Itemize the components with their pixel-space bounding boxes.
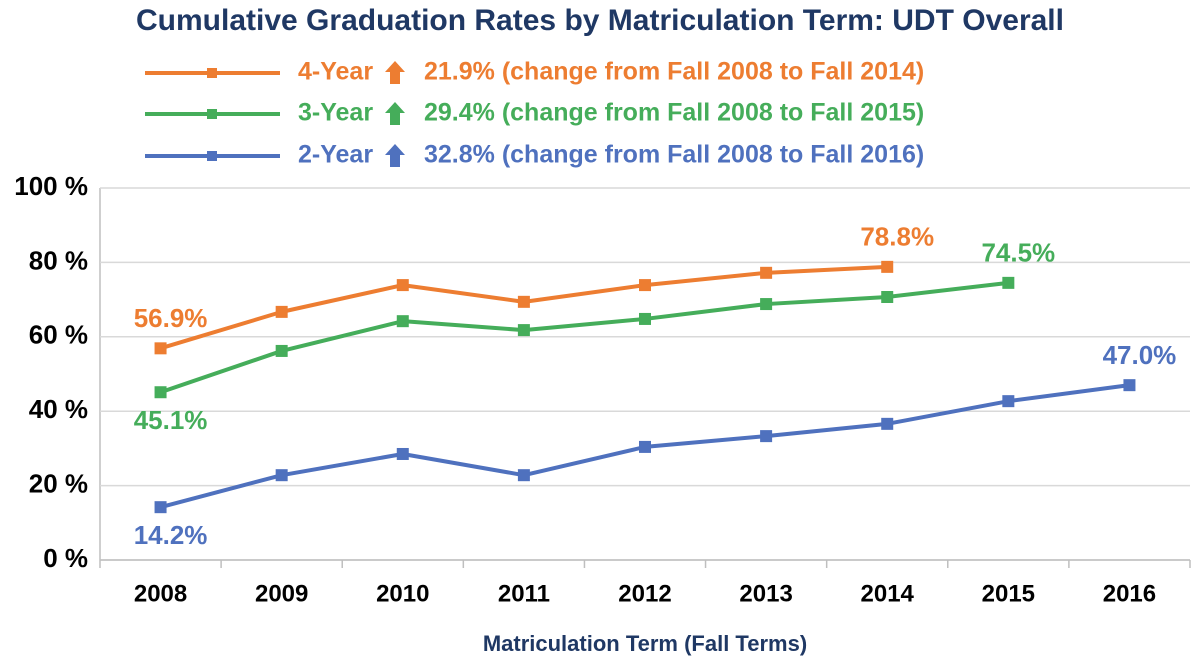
point-marker <box>760 298 773 311</box>
y-tick-label: 60 % <box>29 320 88 350</box>
point-marker <box>881 260 894 273</box>
point-marker <box>639 440 651 453</box>
legend-change: 32.8% (change from Fall 2008 to Fall 201… <box>424 141 924 169</box>
point-marker <box>881 417 894 430</box>
point-marker <box>760 430 773 443</box>
legend-arrow <box>385 102 405 125</box>
point-marker <box>154 342 167 355</box>
data-label: 78.8% <box>860 222 934 252</box>
x-tick-label: 2014 <box>861 580 915 607</box>
y-tick-label: 100 % <box>14 171 88 201</box>
legend-change: 29.4% (change from Fall 2008 to Fall 201… <box>424 99 924 127</box>
legend-marker <box>207 109 217 119</box>
point-marker <box>396 279 409 292</box>
data-label: 14.2% <box>134 520 208 550</box>
point-marker <box>396 315 409 328</box>
x-tick-label: 2015 <box>982 580 1035 607</box>
point-marker <box>1002 395 1015 408</box>
legend-label: 3-Year <box>298 99 373 127</box>
x-tick-label: 2013 <box>739 580 792 607</box>
point-marker <box>154 386 167 399</box>
y-tick-label: 20 % <box>29 468 88 498</box>
y-tick-label: 80 % <box>29 245 88 275</box>
point-marker <box>275 469 288 482</box>
y-tick-label: 0 % <box>43 543 88 573</box>
point-marker <box>154 501 167 514</box>
x-tick-label: 2008 <box>134 580 187 607</box>
point-marker <box>517 469 530 482</box>
data-label: 74.5% <box>981 238 1055 268</box>
x-tick-label: 2009 <box>255 580 308 607</box>
point-marker <box>639 312 651 325</box>
point-marker <box>881 290 894 303</box>
legend-arrow <box>385 144 405 167</box>
legend-label: 2-Year <box>298 141 373 169</box>
point-marker <box>517 324 530 337</box>
y-tick-label: 40 % <box>29 394 88 424</box>
x-tick-label: 2016 <box>1103 580 1156 607</box>
x-tick-label: 2010 <box>376 580 429 607</box>
data-label: 56.9% <box>134 303 208 333</box>
legend-label: 4-Year <box>298 58 373 86</box>
point-marker <box>275 344 288 357</box>
point-marker <box>639 279 651 292</box>
data-label: 47.0% <box>1103 340 1177 370</box>
x-tick-label: 2011 <box>498 580 550 607</box>
point-marker <box>760 266 773 279</box>
x-tick-label: 2012 <box>618 580 671 607</box>
chart-title: Cumulative Graduation Rates by Matricula… <box>136 4 1064 37</box>
point-marker <box>1123 379 1136 392</box>
legend-marker <box>207 68 217 78</box>
point-marker <box>275 305 288 318</box>
point-marker <box>396 447 409 460</box>
point-marker <box>1002 276 1015 289</box>
legend-change: 21.9% (change from Fall 2008 to Fall 201… <box>424 58 924 86</box>
series-line <box>159 280 1009 395</box>
x-axis-title: Matriculation Term (Fall Terms) <box>483 631 807 656</box>
data-label: 45.1% <box>134 405 208 435</box>
point-marker <box>517 295 530 308</box>
legend-marker <box>207 151 217 161</box>
legend-arrow <box>385 61 405 84</box>
